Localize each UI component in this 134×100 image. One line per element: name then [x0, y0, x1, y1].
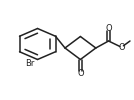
- Text: Br: Br: [25, 58, 34, 68]
- Text: O: O: [105, 24, 112, 33]
- Text: O: O: [77, 68, 84, 78]
- Text: O: O: [119, 43, 125, 52]
